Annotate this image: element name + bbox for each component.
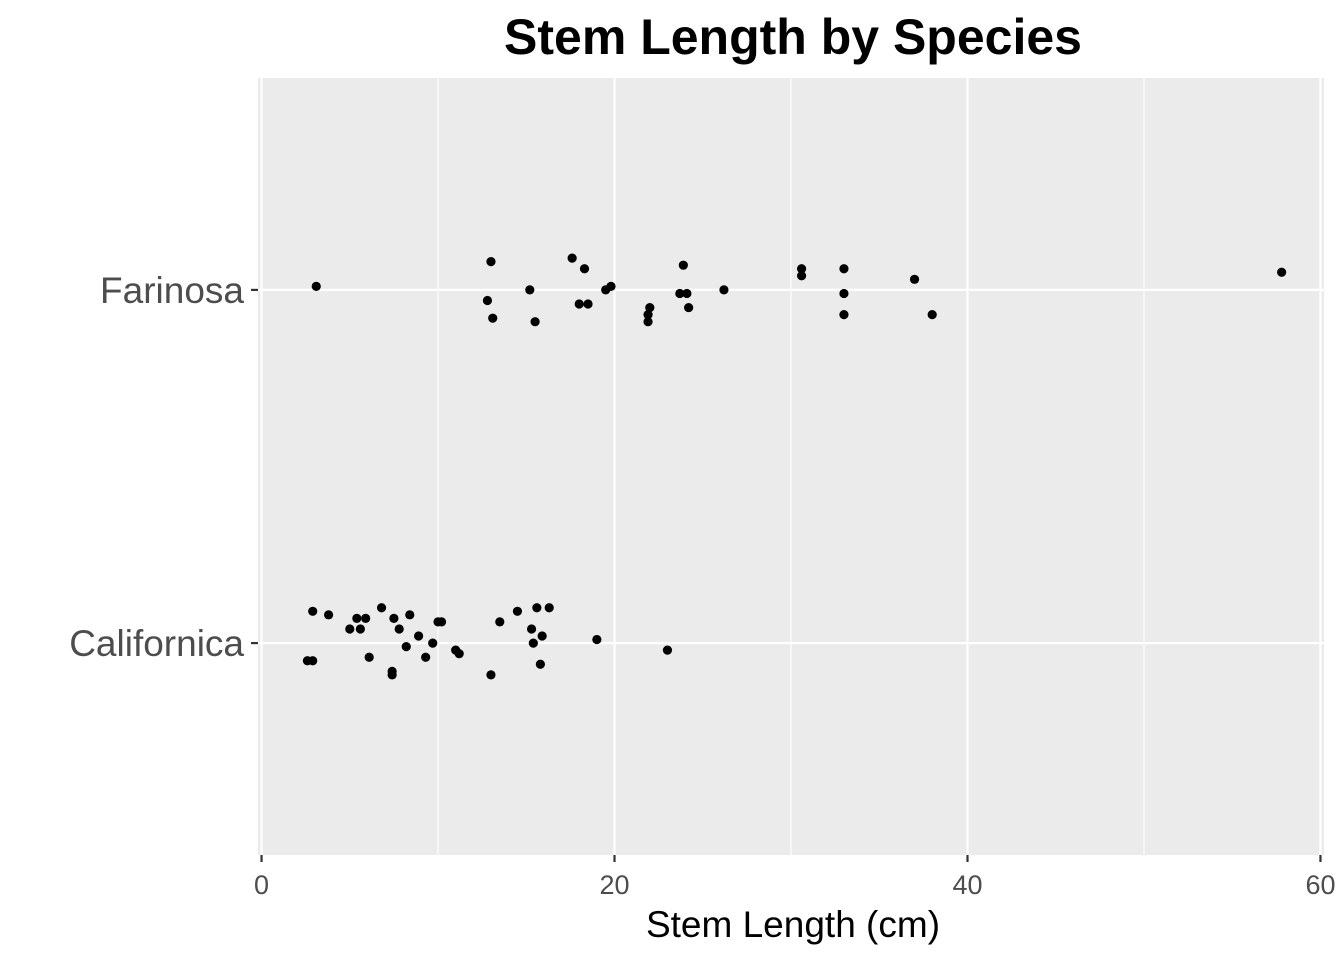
x-axis-title: Stem Length (cm) [646,904,940,945]
data-point [574,299,584,309]
data-point [682,288,692,299]
data-point [583,299,593,309]
data-point [684,302,694,313]
data-point [486,257,496,267]
data-point [486,670,496,680]
x-tick-label: 40 [952,870,982,900]
data-point [1277,267,1287,277]
data-point [323,610,334,620]
data-point [579,264,590,274]
data-point [537,631,547,641]
data-point [482,295,493,306]
data-point [387,670,397,680]
data-point [592,634,602,645]
x-tick-label: 20 [599,870,629,900]
data-point [352,613,362,623]
data-point [532,603,542,613]
data-point [428,638,438,648]
y-tick-label: Californica [69,623,244,664]
data-point [308,656,318,666]
data-point [308,606,318,616]
data-point [488,313,498,323]
data-point [525,285,535,295]
data-point [909,274,920,284]
data-point [719,285,729,295]
data-point [364,652,374,662]
data-point [376,603,387,613]
data-point [389,613,399,623]
data-point [643,310,653,320]
data-point [678,260,688,270]
y-axis: Californica Farinosa [69,270,258,664]
data-point [526,624,537,634]
data-point [454,649,464,659]
data-point [927,310,937,320]
data-point [544,603,554,613]
data-point [311,281,321,291]
data-point [421,652,431,662]
data-point [345,624,355,634]
chart-title: Stem Length by Species [504,9,1082,65]
x-tick-label: 0 [254,870,269,900]
data-point [355,624,365,634]
data-point [414,631,424,641]
data-point [796,271,807,281]
data-point [839,310,849,320]
data-point [495,617,505,627]
data-point [436,617,447,627]
data-point [645,302,655,313]
data-point [530,317,540,327]
data-point [606,281,616,291]
x-tick-label: 60 [1305,870,1335,900]
data-point [839,288,849,299]
data-point [643,317,653,327]
data-point [567,253,577,263]
data-point [796,264,807,274]
data-point [512,606,523,616]
data-point [394,624,404,634]
x-axis: 0 20 40 60 [254,855,1335,900]
data-points [302,253,1287,680]
data-point [405,610,415,620]
y-tick-label: Farinosa [100,270,244,311]
data-point [675,288,685,299]
data-point [361,613,371,623]
data-point [535,659,545,669]
data-point [839,264,849,274]
data-point [528,638,538,648]
data-point [401,642,411,652]
data-point [662,645,673,655]
